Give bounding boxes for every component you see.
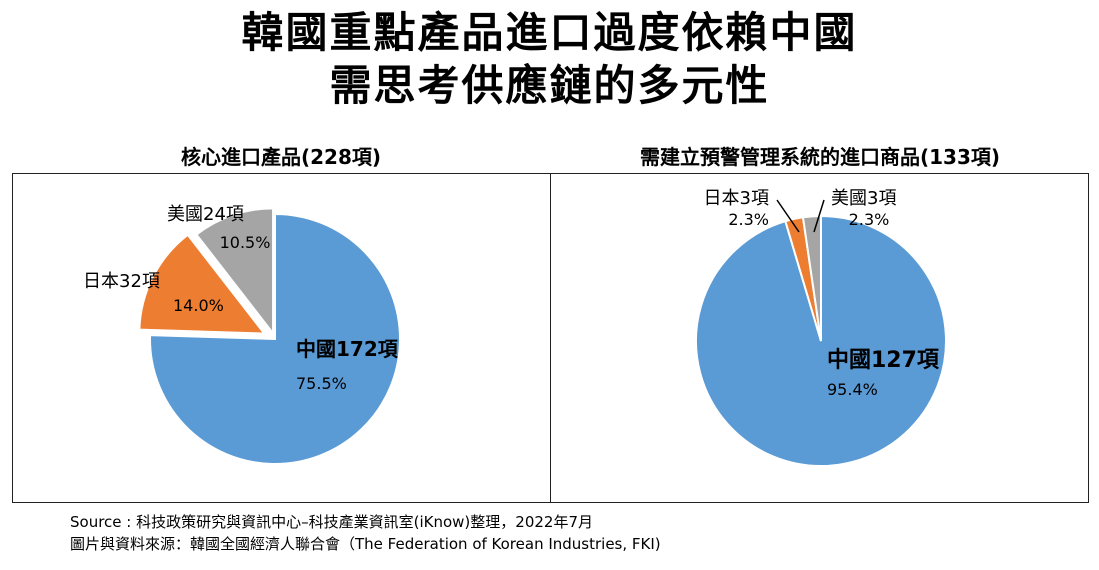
slice-label-china: 中國172項 [296, 337, 399, 361]
pie-slice-japan [138, 233, 267, 335]
pie-slice-usa [801, 214, 822, 342]
chart-frame-core-imports: 中國172項 75.5% 日本32項 14.0% 美國24項 10.5% [12, 173, 552, 503]
slice-percent-china: 95.4% [827, 380, 878, 399]
slice-label-usa: 美國3項 [831, 188, 896, 209]
slice-label-china: 中國127項 [827, 348, 940, 373]
slice-label-japan: 日本3項 [704, 188, 769, 209]
slice-percent-japan: 2.3% [728, 210, 769, 229]
source-note: Source : 科技政策研究與資訊中心–科技產業資訊室(iKnow)整理，20… [70, 513, 593, 531]
page-title: 韓國重點產品進口過度依賴中國 需思考供應鏈的多元性 [0, 6, 1099, 112]
page-title-line-1: 韓國重點產品進口過度依賴中國 [241, 8, 858, 57]
slice-percent-usa: 10.5% [220, 233, 271, 252]
image-data-source-note: 圖片與資料來源：韓國全國經濟人聯合會（The Federation of Kor… [70, 535, 661, 553]
leader-line-japan [776, 199, 800, 233]
pie-slice-usa [195, 207, 275, 337]
leader-line-usa [813, 199, 825, 233]
pie-slice-china [149, 212, 401, 465]
page-title-line-2: 需思考供應鏈的多元性 [329, 61, 770, 110]
chart-title-core-imports: 核心進口產品(228項) [180, 145, 382, 169]
slice-label-japan: 日本32項 [83, 271, 160, 292]
slice-label-usa: 美國24項 [167, 204, 244, 225]
slice-percent-china: 75.5% [296, 374, 347, 393]
slice-percent-usa: 2.3% [849, 210, 890, 229]
chart-title-warning-imports: 需建立預警管理系統的進口商品(133項) [639, 145, 1001, 169]
slice-percent-japan: 14.0% [173, 296, 224, 315]
chart-frame-warning-imports: 中國127項 95.4% 日本3項 2.3% 美國3項 2.3% [550, 173, 1089, 503]
pie-chart-core-imports: 中國172項 75.5% 日本32項 14.0% 美國24項 10.5% [83, 204, 401, 465]
